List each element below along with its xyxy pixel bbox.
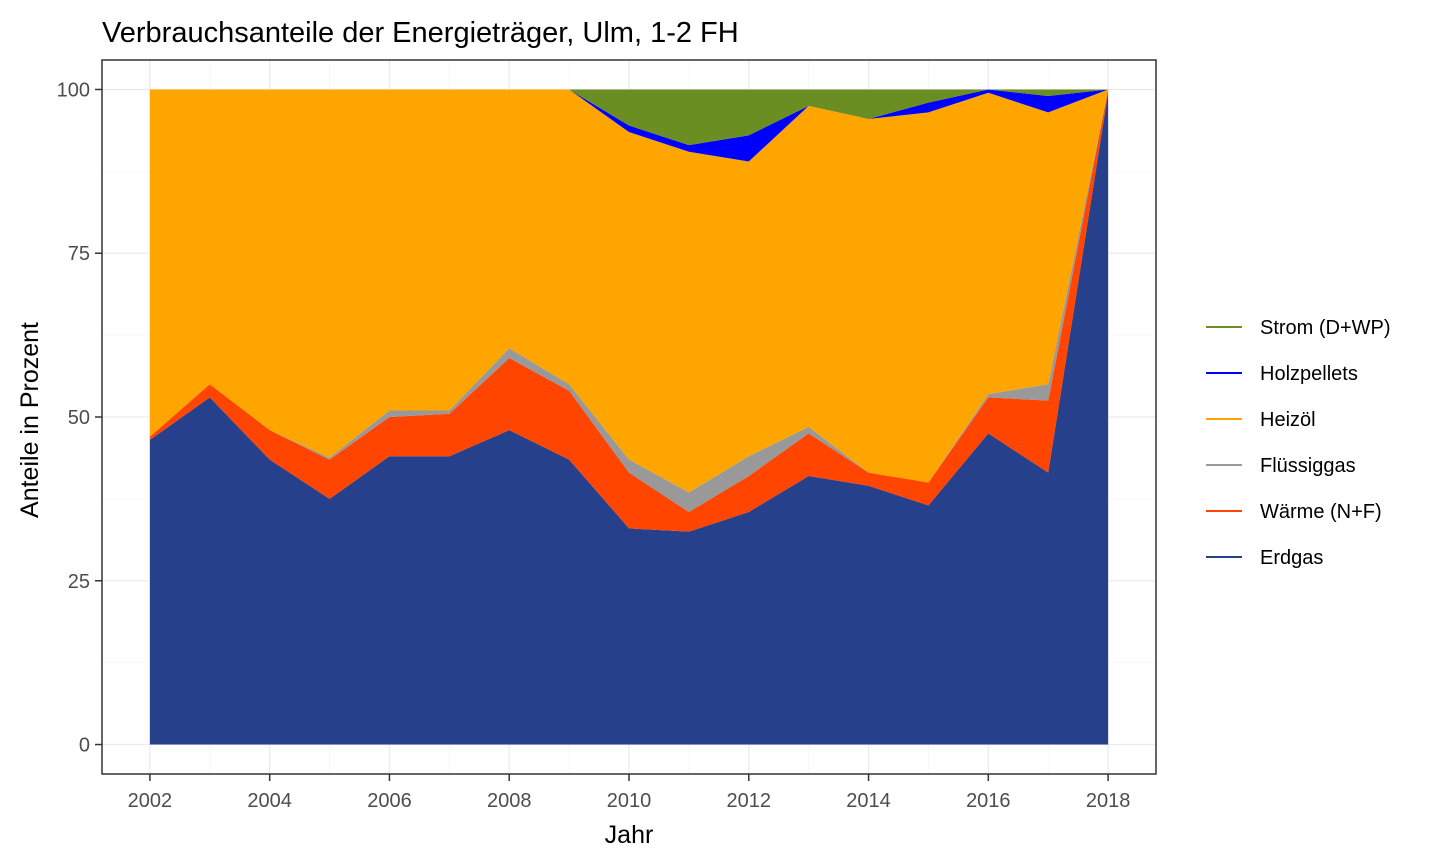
legend-item-fl-ssiggas: Flüssiggas xyxy=(1206,455,1356,477)
x-axis: 2002 2004 2006 2008 2010 2012 2014 2016 2018 xyxy=(128,774,1131,812)
x-tick-label: 2002 xyxy=(128,790,173,812)
legend-item-holzpellets: Holzpellets xyxy=(1206,363,1358,385)
y-tick-label: 75 xyxy=(68,243,90,265)
x-tick-label: 2004 xyxy=(247,790,292,812)
legend-item-w-rme-n-f: Wärme (N+F) xyxy=(1206,501,1382,523)
legend-label-holzpellets: Holzpellets xyxy=(1260,363,1358,385)
y-tick-label: 25 xyxy=(68,571,90,593)
x-tick-label: 2010 xyxy=(607,790,652,812)
legend-item-heiz-l: Heizöl xyxy=(1206,409,1316,431)
area-erdgas xyxy=(149,92,1109,745)
y-tick-label: 50 xyxy=(68,407,90,429)
legend-label-heiz-l: Heizöl xyxy=(1260,409,1316,431)
area-series-group xyxy=(149,89,1109,745)
y-axis-title: Anteile in Prozent xyxy=(16,322,44,518)
legend-item-strom-d-wp: Strom (D+WP) xyxy=(1206,317,1391,339)
chart-title: Verbrauchsanteile der Energieträger, Ulm… xyxy=(102,17,739,49)
y-tick-label: 100 xyxy=(57,79,90,101)
legend: Strom (D+WP) Holzpellets Heizöl Flüssiggas W… xyxy=(1206,317,1391,569)
legend-label-erdgas: Erdgas xyxy=(1260,547,1323,569)
legend-label-strom-d-wp: Strom (D+WP) xyxy=(1260,317,1391,339)
x-tick-label: 2006 xyxy=(367,790,412,812)
legend-item-erdgas: Erdgas xyxy=(1206,547,1323,569)
y-tick-label: 0 xyxy=(79,735,90,757)
legend-label-fl-ssiggas: Flüssiggas xyxy=(1260,455,1356,477)
x-tick-label: 2012 xyxy=(727,790,772,812)
x-tick-label: 2014 xyxy=(846,790,891,812)
legend-label-w-rme-n-f: Wärme (N+F) xyxy=(1260,501,1382,523)
x-tick-label: 2016 xyxy=(966,790,1011,812)
area-strom-d-wp xyxy=(149,89,1109,146)
area-heiz-l xyxy=(149,89,1109,493)
area-holzpellets xyxy=(149,89,1109,162)
x-axis-title: Jahr xyxy=(605,821,654,849)
x-tick-label: 2018 xyxy=(1086,790,1131,812)
area-w-rme-n-f xyxy=(149,89,1109,532)
y-axis: 0 25 50 75 100 xyxy=(57,79,102,757)
x-tick-label: 2008 xyxy=(487,790,532,812)
